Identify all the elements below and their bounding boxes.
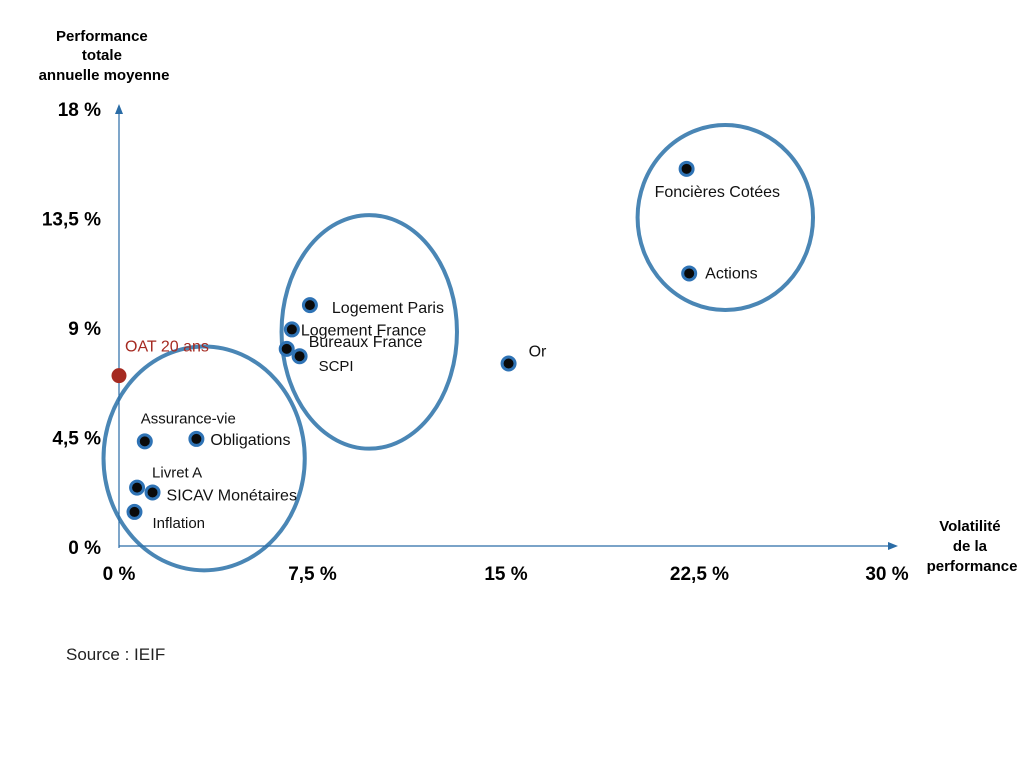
data-point bbox=[500, 355, 517, 372]
x-tick-label: 7,5 % bbox=[288, 564, 337, 585]
y-axis-title-line-1: Performance bbox=[56, 28, 148, 45]
data-point-label: Actions bbox=[705, 265, 757, 282]
y-axis-title: Performance totale annuelle moyenne bbox=[39, 28, 170, 84]
y-tick-label: 9 % bbox=[68, 319, 101, 340]
y-axis-arrow bbox=[115, 104, 123, 114]
data-point-label: Logement France bbox=[301, 322, 427, 339]
reference-label: OAT 20 ans bbox=[125, 339, 209, 356]
cluster-circle-low-risk bbox=[101, 344, 307, 573]
data-point-label: SICAV Monétaires bbox=[167, 487, 297, 504]
y-axis-title-line-2: totale bbox=[82, 47, 122, 64]
source-note: Source : IEIF bbox=[66, 645, 166, 664]
x-axis-title-line-3: performance bbox=[927, 558, 1018, 575]
data-point-label: Inflation bbox=[152, 515, 205, 532]
cluster-circle-real-estate bbox=[279, 213, 459, 451]
y-tick-label: 0 % bbox=[68, 538, 101, 559]
y-tick-label: 4,5 % bbox=[52, 429, 101, 450]
data-point bbox=[283, 321, 300, 338]
cluster-circles bbox=[101, 123, 816, 573]
data-point bbox=[301, 297, 318, 314]
y-tick-label: 18 % bbox=[58, 100, 101, 121]
x-tick-label: 15 % bbox=[484, 564, 527, 585]
x-axis-title: Volatilité de la performance bbox=[927, 518, 1018, 575]
data-point bbox=[144, 484, 161, 501]
x-axis-title-line-2: de la bbox=[953, 538, 988, 555]
data-point bbox=[678, 160, 695, 177]
data-point bbox=[126, 503, 143, 520]
data-points: Foncières Cotées Actions Logement Paris Log… bbox=[126, 160, 780, 532]
data-point-label: Assurance-vie bbox=[141, 410, 236, 427]
data-point-label: Livret A bbox=[152, 465, 202, 482]
x-tick-label: 30 % bbox=[865, 564, 908, 585]
data-point bbox=[291, 348, 308, 365]
data-point-label: SCPI bbox=[319, 358, 354, 375]
data-point-label: Logement Paris bbox=[332, 300, 444, 317]
data-point-label: Obligations bbox=[210, 432, 290, 449]
reference-point bbox=[111, 368, 127, 384]
data-point-label: Foncières Cotées bbox=[655, 184, 780, 201]
data-point bbox=[188, 430, 205, 447]
data-point bbox=[278, 340, 295, 357]
reference-marker: OAT 20 ans bbox=[111, 339, 209, 384]
cluster-circle-equities bbox=[635, 123, 816, 312]
tick-labels: 0 % 7,5 % 15 % 22,5 % 30 % 0 % 4,5 % 9 % 13,5 % 1… bbox=[42, 100, 909, 585]
y-axis-title-line-3: annuelle moyenne bbox=[39, 67, 170, 84]
data-point-label: Bureaux France bbox=[309, 334, 423, 351]
data-point bbox=[129, 479, 146, 496]
data-point-label: Or bbox=[529, 344, 547, 361]
x-tick-label: 0 % bbox=[103, 564, 136, 585]
axes bbox=[115, 104, 898, 550]
y-tick-label: 13,5 % bbox=[42, 210, 101, 231]
x-tick-label: 22,5 % bbox=[670, 564, 729, 585]
x-axis-title-line-1: Volatilité bbox=[939, 518, 1000, 535]
data-point bbox=[136, 433, 153, 450]
x-axis-arrow bbox=[888, 542, 898, 550]
data-point bbox=[681, 265, 698, 282]
